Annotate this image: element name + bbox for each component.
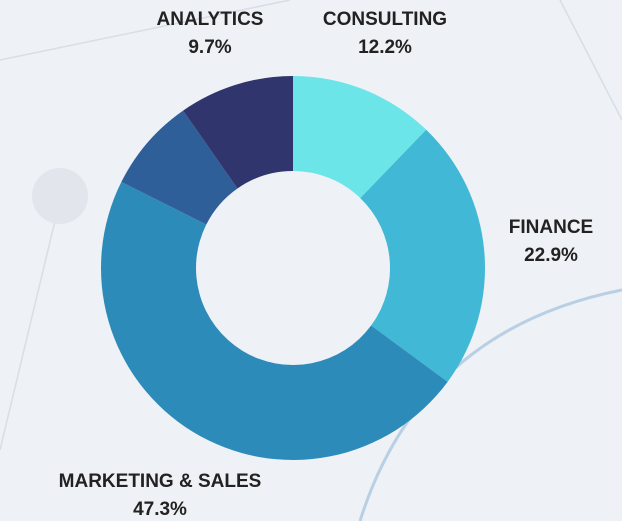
segment-label: CONSULTING [323, 9, 447, 30]
donut-segment [100, 181, 448, 461]
donut-segment [360, 129, 485, 382]
donut-segment [121, 110, 238, 225]
segment-value-label: 12.2% [358, 37, 412, 58]
segment-label: MARKETING & SALES [59, 471, 262, 492]
donut-segment [293, 76, 427, 199]
segment-value-label: 9.7% [188, 37, 231, 58]
segment-value-label: 22.9% [524, 245, 578, 266]
segment-label: ANALYTICS [157, 9, 264, 30]
segment-value-label: 47.3% [133, 499, 187, 520]
donut-segment [183, 76, 293, 189]
segment-label: FINANCE [509, 217, 593, 238]
